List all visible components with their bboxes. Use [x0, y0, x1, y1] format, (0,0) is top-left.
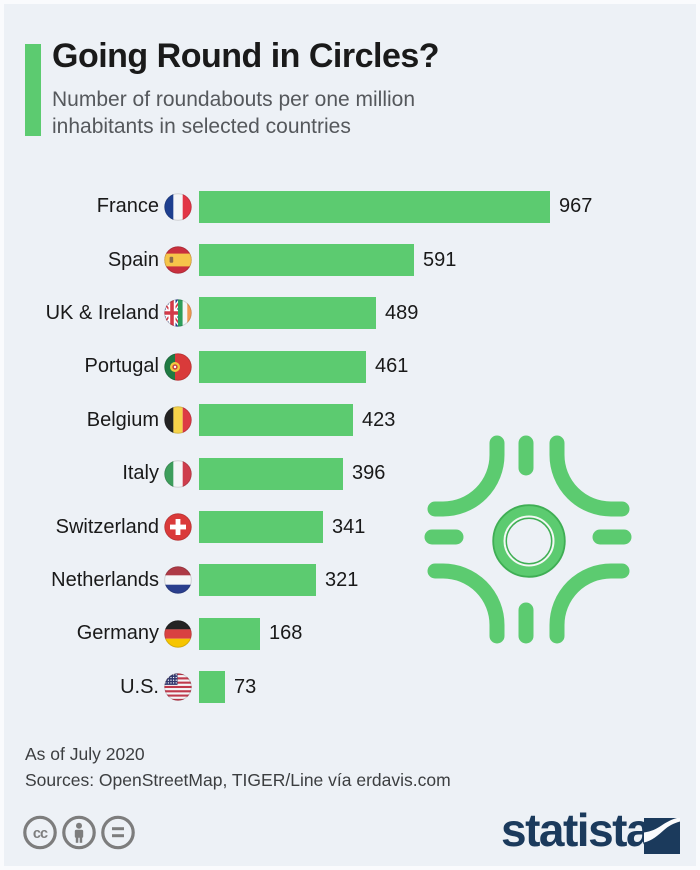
bar-row: UK & Ireland 489: [4, 287, 696, 340]
flag-icon-netherlands: [164, 566, 192, 595]
value-label: 73: [234, 675, 257, 698]
bar-row: U.S. 73: [4, 661, 696, 714]
title-accent-bar: [25, 44, 41, 136]
bar-row: Belgium 423: [4, 394, 696, 447]
value-label: 168: [269, 622, 303, 645]
value-bar: [199, 671, 225, 704]
page-subtitle: Number of roundabouts per one million in…: [52, 88, 416, 138]
bar-row: Spain 591: [4, 233, 696, 286]
cc-icon: [23, 815, 57, 850]
value-bar: [199, 404, 353, 437]
value-label: 423: [362, 408, 396, 431]
roundabout-icon: [420, 430, 632, 649]
bar-row: Netherlands 321: [4, 554, 696, 607]
statista-wordmark: statista: [501, 804, 652, 856]
bar-row: Italy 396: [4, 447, 696, 500]
license-icons: cc: [23, 815, 158, 856]
value-label: 591: [423, 248, 457, 271]
value-bar: [199, 244, 414, 277]
value-bar: [199, 297, 376, 330]
country-label: Netherlands: [51, 568, 159, 591]
value-label: 396: [352, 462, 386, 485]
value-label: 341: [332, 515, 366, 538]
country-label: France: [96, 195, 159, 218]
sources-line: Sources: OpenStreetMap, TIGER/Line vía e…: [25, 770, 451, 790]
bar-row: Portugal 461: [4, 340, 696, 393]
flag-icon-switzerland: [164, 513, 192, 541]
flag-icon-italy: [164, 459, 192, 488]
cc-letters: cc: [33, 826, 48, 842]
country-label: UK & Ireland: [45, 301, 159, 324]
country-label: Italy: [122, 462, 159, 485]
country-label: Spain: [107, 248, 159, 271]
country-label: Germany: [76, 622, 159, 645]
flag-icon-belgium: [164, 406, 192, 435]
flag-icon-spain: [164, 246, 192, 274]
value-bar: [199, 350, 366, 383]
bar-row: France 967: [4, 180, 696, 233]
bar-row: Switzerland 341: [4, 500, 696, 553]
value-label: 321: [325, 568, 359, 591]
country-label: U.S.: [120, 675, 159, 698]
bar-row: Germany 168: [4, 607, 696, 660]
flag-icon-uk-ireland: [164, 299, 192, 328]
country-label: Portugal: [84, 355, 160, 378]
value-bar: [199, 617, 260, 650]
value-bar: [199, 564, 316, 597]
value-label: 489: [385, 301, 419, 324]
flag-icon-us: [164, 673, 192, 702]
country-label: Switzerland: [55, 515, 159, 538]
flag-icon-france: [164, 192, 192, 221]
flag-icon-germany: [164, 620, 192, 648]
bar-chart: France 967 Spain 591 UK & Ireland 489 Portugal…: [4, 180, 696, 714]
flag-icon-portugal: [164, 353, 192, 381]
value-label: 967: [559, 195, 593, 218]
nd-icon: [101, 815, 135, 850]
as-of-date: As of July 2020: [25, 744, 145, 764]
by-icon: [62, 815, 96, 850]
value-bar: [199, 511, 323, 544]
value-label: 461: [375, 355, 409, 378]
statista-logo-icon: [644, 818, 680, 859]
value-bar: [199, 457, 343, 490]
page-title: Going Round in Circles?: [52, 37, 440, 75]
country-label: Belgium: [86, 408, 159, 431]
value-bar: [199, 190, 550, 223]
